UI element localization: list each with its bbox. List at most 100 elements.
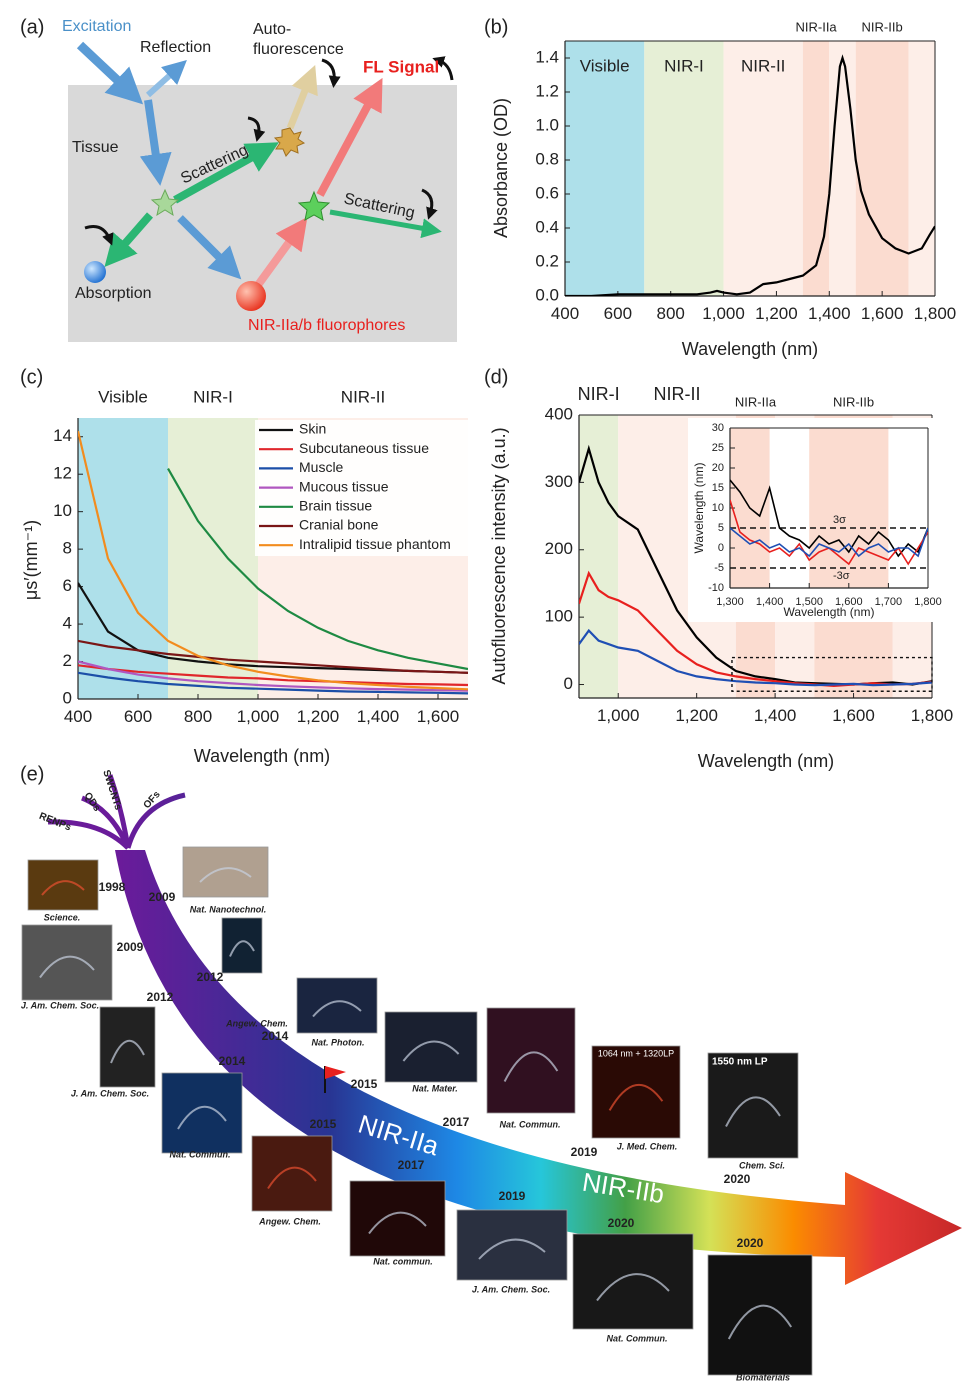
x-tick-label: 800: [184, 707, 212, 726]
journal-image: [162, 1073, 242, 1153]
threshold-label: -3σ: [833, 570, 850, 582]
journal-label: Nat. Commun.: [499, 1119, 560, 1129]
y-tick-label: 10: [712, 502, 724, 514]
year-label: 2020: [737, 1236, 764, 1250]
region: [856, 41, 909, 296]
y-tick-label: 1.4: [535, 47, 559, 66]
x-tick-label: 1,200: [675, 706, 718, 725]
label: Reflection: [140, 39, 211, 56]
x-tick-label: 1,000: [702, 304, 745, 323]
x-tick-label: 1,600: [832, 706, 875, 725]
y-tick-label: 0.4: [535, 217, 559, 236]
journal-image: [252, 1136, 332, 1211]
y-tick-label: 12: [53, 464, 72, 483]
year-label: 2017: [398, 1158, 425, 1172]
material-label: OFs: [142, 789, 163, 811]
journal-label: Nat. commun.: [373, 1256, 433, 1266]
y-axis-label: Wavelength (nm): [692, 463, 706, 554]
x-axis-label: Wavelength (nm): [194, 746, 330, 766]
x-axis-label: Wavelength (nm): [698, 751, 834, 771]
chart: VisibleNIR-INIR-IINIR-IIaNIR-IIb0.00.20.…: [484, 16, 956, 358]
x-tick-label: 1,200: [755, 304, 798, 323]
region: [909, 41, 935, 296]
region: [168, 418, 258, 699]
y-tick-label: 0.6: [535, 183, 559, 202]
y-tick-label: 300: [545, 472, 573, 491]
journal-image: [28, 860, 98, 910]
legend-label: Mucous tissue: [299, 478, 389, 494]
y-tick-label: 400: [545, 404, 573, 423]
journal-label: Angew. Chem.: [225, 1018, 288, 1028]
journal-label: Science.: [44, 912, 81, 922]
year-label: 2012: [197, 970, 224, 984]
x-tick-label: 600: [604, 304, 632, 323]
label: Tissue: [72, 139, 119, 156]
region-label: NIR-II: [654, 384, 701, 404]
x-tick-label: 1,400: [756, 596, 784, 608]
x-tick-label: 1,600: [417, 707, 460, 726]
label: NIR-IIa/b fluorophores: [248, 317, 405, 334]
region-label: NIR-IIa: [795, 19, 837, 34]
material-label: SWCNTs: [100, 769, 123, 812]
y-tick-label: 0: [564, 674, 573, 693]
label: Excitation: [62, 18, 131, 35]
absorber: [84, 261, 106, 283]
journal-label: Nat. Mater.: [412, 1083, 458, 1093]
journal-image: [708, 1255, 812, 1375]
journal-image: [385, 1012, 477, 1082]
region-label: Visible: [98, 387, 148, 406]
page: { "panel_a": {"label": "(a)", "excitatio…: [0, 0, 965, 1382]
region: [579, 415, 618, 698]
fluorophore: [236, 281, 266, 311]
y-tick-label: 6: [63, 576, 72, 595]
journal-label: J. Am. Chem. Soc.: [21, 1000, 99, 1010]
y-tick-label: 100: [545, 607, 573, 626]
legend-label: Brain tissue: [299, 498, 372, 514]
x-tick-label: 1,800: [911, 706, 954, 725]
journal-image: [487, 1008, 575, 1113]
y-tick-label: 2: [63, 651, 72, 670]
year-label: 2020: [608, 1216, 635, 1230]
x-tick-label: 1,000: [237, 707, 280, 726]
curl: [322, 60, 334, 82]
journal-image: [222, 918, 262, 973]
label: Absorption: [75, 285, 152, 302]
image-caption: 1550 nm LP: [712, 1057, 768, 1068]
x-axis-label: Wavelength (nm): [682, 339, 818, 359]
y-tick-label: 0: [63, 688, 72, 707]
journal-label: Chem. Sci.: [739, 1160, 785, 1170]
y-tick-label: 4: [63, 614, 72, 633]
journal-label: Angew. Chem.: [258, 1216, 321, 1226]
panel-a: (a) Excitation Reflection Auto- fluoresc…: [20, 16, 457, 342]
y-axis-label: μs′(mm⁻¹): [21, 520, 41, 600]
legend-label: Subcutaneous tissue: [299, 440, 429, 456]
region: [724, 41, 803, 296]
label: fluorescence: [253, 41, 344, 58]
y-tick-label: 0.2: [535, 251, 559, 270]
region-label: NIR-IIb: [862, 19, 903, 34]
x-tick-label: 1,800: [914, 304, 957, 323]
region-label: NIR-II: [741, 56, 785, 75]
journal-label: J. Am. Chem. Soc.: [71, 1088, 149, 1098]
year-label: 2009: [117, 940, 144, 954]
journal-image: [183, 847, 268, 897]
y-tick-label: 1.2: [535, 81, 559, 100]
threshold-label: 3σ: [833, 514, 846, 526]
panel-label: (c): [20, 366, 43, 388]
region: [829, 41, 855, 296]
curl: [438, 60, 452, 80]
journal-label: Nat. Commun.: [169, 1149, 230, 1159]
y-tick-label: 8: [63, 539, 72, 558]
x-tick-label: 1,400: [754, 706, 797, 725]
legend-label: Intralipid tissue phantom: [299, 536, 451, 552]
y-tick-label: -5: [714, 562, 724, 574]
panel-label: (a): [20, 16, 44, 38]
y-tick-label: 30: [712, 422, 724, 434]
x-tick-label: 1,400: [808, 304, 851, 323]
year-label: 2019: [499, 1189, 526, 1203]
journal-label: J. Med. Chem.: [617, 1141, 678, 1151]
region-label: NIR-IIb: [833, 394, 874, 409]
label: FL Signal: [363, 57, 439, 76]
region: [78, 418, 168, 699]
